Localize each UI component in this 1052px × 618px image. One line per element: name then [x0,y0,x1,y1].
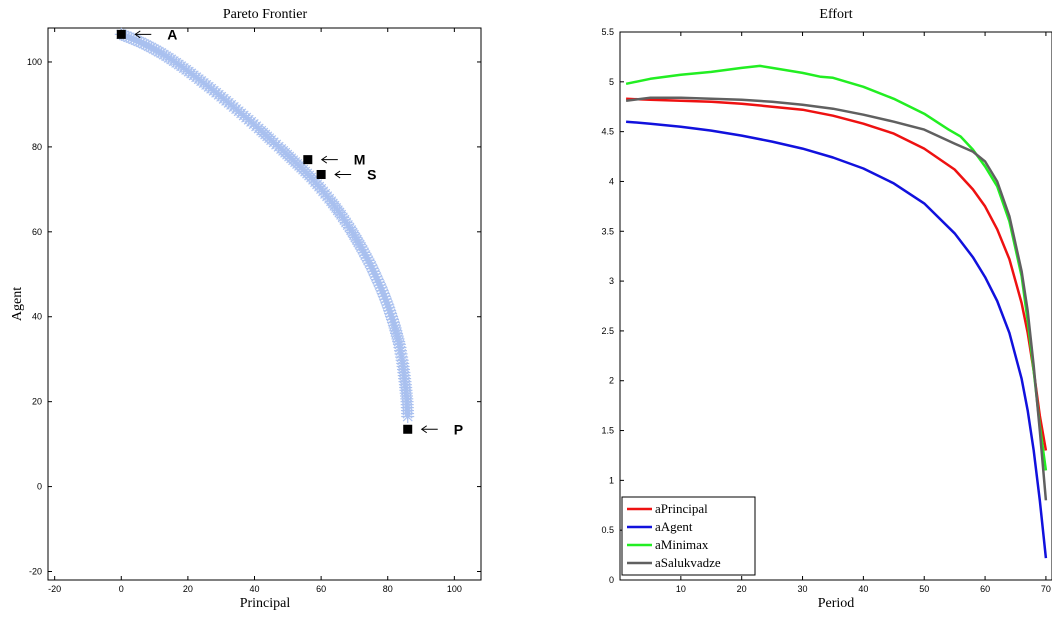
series-line-asalukvadze [625,96,1048,501]
effort-x-tick-label: 30 [798,584,808,594]
pareto-x-tick-label: 80 [383,584,393,594]
legend-label-asalukvadze: aSalukvadze [655,555,721,570]
arrow-icon [334,170,352,179]
pareto-chart-title: Pareto Frontier [223,7,308,22]
effort-x-tick-label: 60 [980,584,990,594]
pareto-x-tick-label: 0 [119,584,124,594]
pareto-x-tick-label: 100 [447,584,462,594]
arrow-icon [320,155,338,164]
pareto-frontier-chart: Pareto Frontier -20 0 20 40 60 80 100 -20 0 20 40 6… [10,7,482,611]
legend-label-aprincipal: aPrincipal [655,501,708,516]
effort-x-axis-title: Period [818,596,855,611]
effort-y-tick-label: 0 [609,575,614,585]
pareto-y-tick-label: 40 [32,312,42,322]
effort-x-tick-label: 70 [1041,584,1051,594]
arrow-icon [420,425,438,434]
effort-chart-title: Effort [819,7,852,22]
pareto-y-tick-label: 80 [32,142,42,152]
effort-y-tick-label: 3.5 [601,226,614,236]
series-line-aagent [625,120,1048,559]
frontier-marker [401,410,415,424]
pareto-x-tick-label: 60 [316,584,326,594]
effort-x-tick-label: 20 [737,584,747,594]
effort-y-tick-label: 5 [609,77,614,87]
effort-y-tick-label: 2.5 [601,326,614,336]
point-m-marker [303,155,313,165]
pareto-y-tick-label: 60 [32,227,42,237]
effort-y-tick-label: 1.5 [601,426,614,436]
effort-y-tick-label: 5.5 [601,27,614,37]
effort-chart: Effort 10 20 30 40 50 60 70 0 0.5 1 1.5 2 2.5 3 3.5 4 4.… [601,7,1052,611]
pareto-y-tick-label: 20 [32,397,42,407]
series-line-aprincipal [626,97,1048,451]
pareto-x-tick-label: 40 [249,584,259,594]
point-a-label: A [167,26,177,42]
effort-y-tick-label: 3 [609,276,614,286]
pareto-y-tick-label: 0 [37,482,42,492]
effort-y-tick-label: 4 [609,176,614,186]
effort-y-tick-label: 4.5 [601,127,614,137]
pareto-y-axis-title: Agent [10,287,25,321]
effort-x-tick-label: 10 [676,584,686,594]
effort-y-tick-label: 2 [609,376,614,386]
point-a-marker [116,29,126,39]
effort-x-tick-label: 40 [858,584,868,594]
effort-y-tick-label: 1 [609,475,614,485]
pareto-x-tick-label: -20 [48,584,61,594]
pareto-x-axis-title: Principal [240,596,291,611]
point-m-label: M [354,152,366,168]
point-s-marker [316,169,326,179]
pareto-plot-area [47,27,482,581]
pareto-y-tick-label: 100 [27,57,42,67]
legend-label-aminimax: aMinimax [655,537,709,552]
legend-label-aagent: aAgent [655,519,693,534]
pareto-y-tick-label: -20 [29,567,42,577]
point-p-marker [403,424,413,434]
effort-plot-area [619,31,1052,581]
point-s-label: S [367,166,376,182]
effort-x-tick-label: 50 [919,584,929,594]
point-p-label: P [454,421,463,437]
effort-y-tick-label: 0.5 [601,525,614,535]
pareto-x-tick-label: 20 [183,584,193,594]
arrow-icon [134,30,152,39]
